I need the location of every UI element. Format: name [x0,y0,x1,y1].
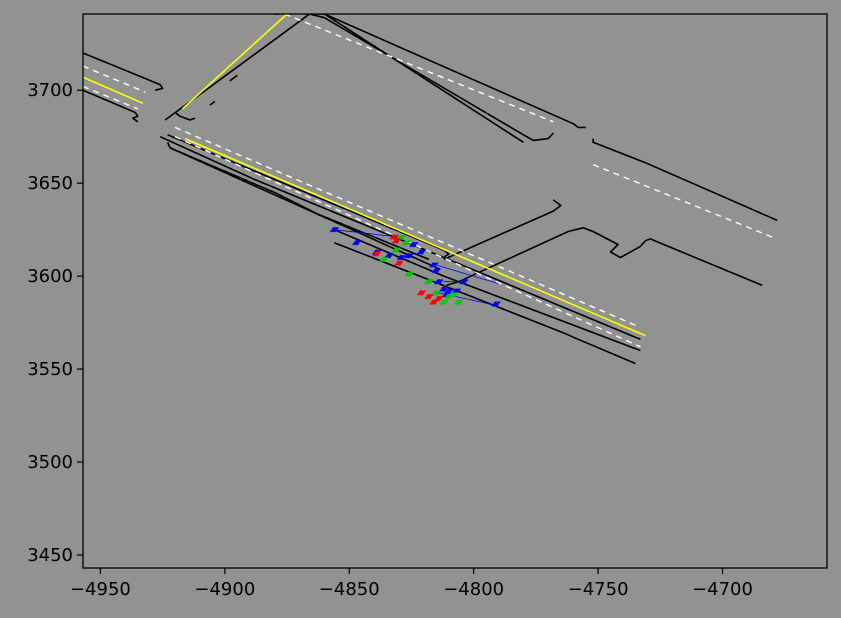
agent-point-0-9 [433,267,439,274]
agent-point-1-9 [451,292,457,298]
road-edge-0 [83,52,164,91]
center-line-1 [184,137,646,337]
y-tick-label-3: 3600 [27,266,73,287]
x-tick-label-5: −4700 [692,579,753,600]
road-edge-3 [443,199,562,261]
agent-point-1-0 [393,247,400,253]
agent-point-1-10 [456,299,462,305]
agent-point-0-1 [354,240,360,246]
road-edge-12 [174,111,196,121]
lane-divider-1 [83,85,138,110]
trajectory-link-0 [334,229,400,238]
agent-point-0-7 [418,249,425,255]
lane-divider-0 [83,65,146,93]
center-line-0 [83,76,144,104]
y-tick-label-0: 3450 [27,545,73,566]
trajectory-layer [329,226,501,307]
road-edge-18 [334,241,636,365]
road-map-layer [83,14,778,365]
agent-point-2-3 [396,260,402,266]
agent-point-0-0 [331,227,337,233]
road-edge-11 [592,138,778,222]
road-edge-13 [209,100,216,106]
agent-point-1-4 [406,271,412,277]
trajectory-link-1 [436,264,499,284]
agent-point-0-13 [446,288,452,294]
road-edge-6 [164,14,554,142]
road-edge-4 [169,147,440,270]
y-tick-label-2: 3550 [27,359,73,380]
road-edge-16 [333,228,641,352]
agent-point-2-0 [391,234,397,240]
x-tick-label-0: −4950 [70,579,131,600]
agent-point-0-15 [461,279,467,285]
road-edge-15 [323,14,524,143]
agent-point-1-8 [446,293,452,300]
agent-point-0-4 [398,254,405,261]
x-tick-label-3: −4800 [443,579,504,600]
agent-point-1-5 [426,279,432,285]
lane-divider-5 [592,163,773,238]
agent-point-2-2 [374,251,380,257]
agent-point-0-5 [406,253,412,259]
road-edge-1 [83,89,139,123]
x-tick-label-1: −4900 [194,579,255,600]
road-edge-14 [229,74,238,82]
agent-point-0-10 [436,279,442,285]
agent-point-0-16 [493,301,499,307]
agent-point-1-3 [381,256,387,262]
y-tick-label-1: 3500 [27,452,73,473]
road-edge-8 [446,227,763,287]
agent-point-2-1 [393,238,400,244]
agent-point-1-6 [433,290,439,296]
x-tick-label-2: −4850 [319,579,380,600]
agent-point-1-1 [403,240,410,246]
agent-point-0-6 [411,241,417,248]
agent-point-2-4 [418,290,425,296]
agent-point-2-5 [426,293,432,300]
lane-divider-4 [284,14,554,123]
agent-point-1-7 [441,299,447,305]
road-edge-17 [159,135,641,341]
x-tick-label-4: −4750 [568,579,629,600]
lane-divider-3 [174,126,639,327]
y-tick-label-4: 3650 [27,173,73,194]
y-tick-label-5: 3700 [27,80,73,101]
center-line-2 [181,14,288,110]
axes-frame [82,13,828,569]
road-edge-10 [324,14,586,129]
agent-point-0-11 [441,286,447,292]
tick-layer: −4950 −4900 −4850 −4800 −4750 −4700 3450 3500 35… [27,80,753,600]
agent-point-2-7 [436,295,442,302]
road-edge-2 [166,141,430,261]
agent-point-0-8 [431,262,437,268]
road-edge-5 [167,134,450,259]
